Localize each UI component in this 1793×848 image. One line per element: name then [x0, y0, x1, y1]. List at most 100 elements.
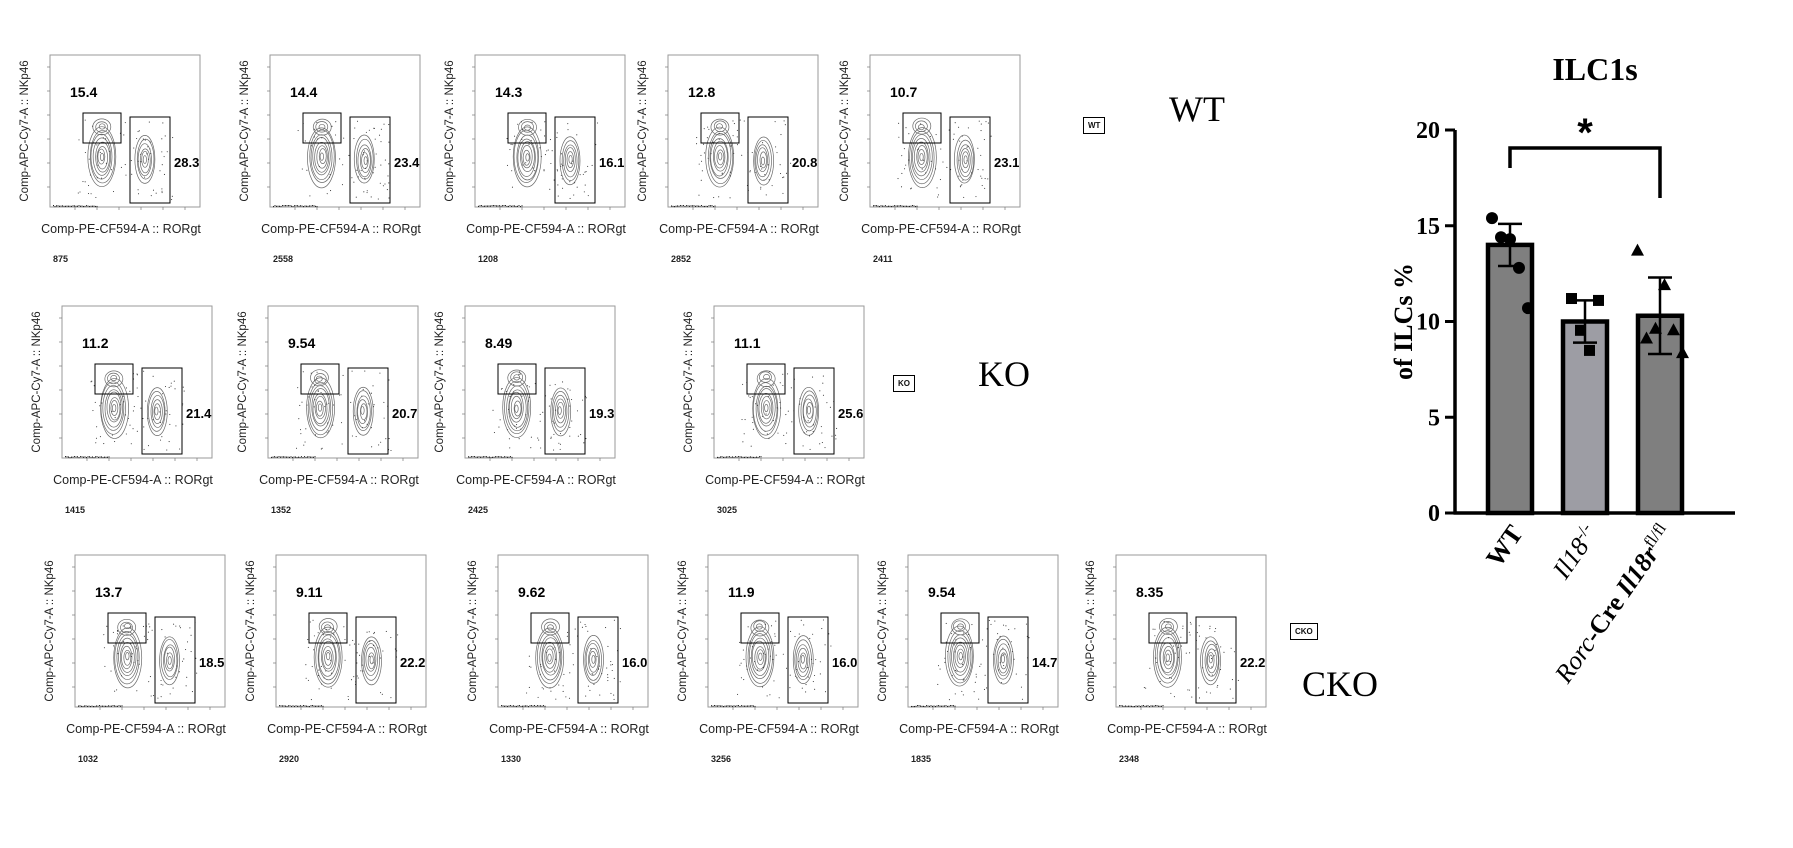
event-count: 1330	[501, 754, 521, 764]
y-axis-label: Comp-APC-Cy7-A :: NKp46	[44, 560, 56, 701]
plot-frame	[707, 554, 859, 708]
event-count: 1032	[78, 754, 98, 764]
plot-frame	[667, 54, 819, 208]
x-axis-label: Comp-PE-CF594-A :: RORgt	[66, 722, 226, 736]
gate-value-right: 25.6	[838, 406, 863, 421]
bar-1	[1485, 242, 1535, 516]
x-axis-label: Comp-PE-CF594-A :: RORgt	[41, 222, 201, 236]
gate-value-left: 8.35	[1136, 584, 1163, 600]
gate-ilc3	[787, 616, 829, 704]
gate-ilc3	[1195, 616, 1237, 704]
data-point	[1522, 302, 1534, 315]
data-point	[1486, 212, 1498, 225]
data-point	[1631, 243, 1644, 256]
gate-value-left: 13.7	[95, 584, 122, 600]
gate-ilc1	[940, 612, 980, 644]
gate-ilc3	[347, 367, 389, 455]
gate-value-left: 12.8	[688, 84, 715, 100]
group-tag-ko: KO	[893, 375, 915, 392]
flow-plot-ko-3: 8.49 19.3 Comp-APC-Cy7-A :: NKp46 Comp-PE-C…	[425, 296, 655, 538]
gate-value-right: 21.4	[186, 406, 212, 421]
x-axis-label: Comp-PE-CF594-A :: RORgt	[261, 222, 421, 236]
flow-plot-graphic: 11.125.6 Comp-APC-Cy7-A :: NKp46Comp-PE-C…	[683, 305, 865, 515]
flow-plot-cko-2: 9.11 22.2 Comp-APC-Cy7-A :: NKp46 Comp-PE-C…	[236, 545, 466, 787]
gate-ilc3	[554, 116, 596, 204]
data-point	[1593, 294, 1604, 306]
y-axis-label: Comp-APC-Cy7-A :: NKp46	[237, 311, 249, 452]
gate-ilc3	[747, 116, 789, 204]
flow-plot-graphic: 12.820.8 Comp-APC-Cy7-A :: NKp46Comp-PE-C…	[637, 54, 819, 264]
flow-plot-wt-4: 12.8 20.8 Comp-APC-Cy7-A :: NKp46 Comp-PE-C…	[628, 45, 858, 287]
group-label-cko: CKO	[1302, 664, 1379, 704]
y-axis-label: Comp-APC-Cy7-A :: NKp46	[683, 311, 695, 452]
event-count: 1835	[911, 754, 931, 764]
flow-plot-wt-5: 10.7 23.1 Comp-APC-Cy7-A :: NKp46 Comp-PE-C…	[830, 45, 1060, 287]
gate-ilc1	[700, 112, 740, 144]
flow-plot-ko-1: 11.2 21.4 Comp-APC-Cy7-A :: NKp46 Comp-PE-C…	[22, 296, 252, 538]
gate-ilc1	[308, 612, 348, 644]
gate-ilc3	[141, 367, 183, 455]
flow-plot-ko-4: 11.1 25.6 Comp-APC-Cy7-A :: NKp46 Comp-PE-C…	[674, 296, 904, 538]
gate-value-left: 14.4	[290, 84, 317, 100]
gate-ilc1	[740, 612, 780, 644]
data-point	[1667, 323, 1680, 336]
y-axis-label: Comp-APC-Cy7-A :: NKp46	[1085, 560, 1097, 701]
gate-ilc1	[507, 112, 547, 144]
event-count: 1208	[478, 254, 498, 264]
flow-plot-graphic: 11.221.4 Comp-APC-Cy7-A :: NKp46Comp-PE-C…	[31, 305, 213, 515]
plot-frame	[464, 305, 616, 459]
gate-value-right: 16.0	[622, 655, 647, 670]
flow-plot-graphic: 14.423.4 Comp-APC-Cy7-A :: NKp46Comp-PE-C…	[239, 54, 421, 264]
ilc1-bar-chart: ILC1s of ILCs % 0 5 10 15 20 WT Il18-/-Rorc-Cre …	[1389, 51, 1735, 689]
gate-ilc1	[1148, 612, 1188, 644]
gate-value-left: 15.4	[70, 84, 97, 100]
flow-plot-wt-1: 15.4 28.3 Comp-APC-Cy7-A :: NKp46 Comp-PE-C…	[10, 45, 240, 287]
x-axis-label: Comp-PE-CF594-A :: RORgt	[466, 222, 626, 236]
y-axis-label: Comp-APC-Cy7-A :: NKp46	[877, 560, 889, 701]
gate-ilc1	[300, 363, 340, 395]
gate-ilc1	[530, 612, 570, 644]
gate-ilc3	[129, 116, 171, 204]
gate-value-left: 14.3	[495, 84, 522, 100]
error-bar-3	[1648, 276, 1672, 356]
plot-frame	[267, 305, 419, 459]
gate-ilc3	[577, 616, 619, 704]
y-axis-label: Comp-APC-Cy7-A :: NKp46	[444, 60, 456, 201]
group-tag-wt: WT	[1083, 117, 1106, 134]
y-axis-label: Comp-APC-Cy7-A :: NKp46	[19, 60, 31, 201]
data-point	[1504, 233, 1516, 246]
event-count: 2348	[1119, 754, 1139, 764]
data-point	[1566, 293, 1577, 305]
gate-ilc1	[94, 363, 134, 395]
plot-frame	[61, 305, 213, 459]
group-tag-cko: CKO	[1290, 623, 1318, 640]
event-count: 2852	[671, 254, 691, 264]
data-point	[1513, 261, 1525, 274]
flow-plot-graphic: 10.723.1 Comp-APC-Cy7-A :: NKp46Comp-PE-C…	[839, 54, 1021, 264]
data-point	[1658, 278, 1671, 291]
chart-title: ILC1s	[1552, 51, 1637, 87]
category-label-2: Il18-/-	[1545, 519, 1604, 585]
significance-bracket	[1508, 146, 1662, 198]
plot-frame	[474, 54, 626, 208]
group-label-ko: KO	[978, 354, 1030, 394]
y-axis-label: Comp-APC-Cy7-A :: NKp46	[637, 60, 649, 201]
plot-frame	[49, 54, 201, 208]
flow-plot-wt-3: 14.3 16.1 Comp-APC-Cy7-A :: NKp46 Comp-PE-C…	[435, 45, 665, 287]
event-count: 1352	[271, 505, 291, 515]
gate-ilc1	[107, 612, 147, 644]
flow-cytometry-panels: 15.4 28.3 Comp-APC-Cy7-A :: NKp46 Comp-PE-C…	[10, 45, 1267, 787]
y-axis-label: Comp-APC-Cy7-A :: NKp46	[31, 311, 43, 452]
gate-value-right: 23.4	[394, 155, 420, 170]
gate-value-right: 23.1	[994, 155, 1019, 170]
event-count: 3025	[717, 505, 737, 515]
gate-value-left: 9.54	[288, 335, 315, 351]
flow-plot-ko-2: 9.54 20.7 Comp-APC-Cy7-A :: NKp46 Comp-PE-C…	[228, 296, 458, 538]
y-axis-label: Comp-APC-Cy7-A :: NKp46	[677, 560, 689, 701]
event-count: 2411	[873, 254, 893, 264]
flow-plot-cko-5: 9.54 14.7 Comp-APC-Cy7-A :: NKp46 Comp-PE-C…	[868, 545, 1098, 787]
